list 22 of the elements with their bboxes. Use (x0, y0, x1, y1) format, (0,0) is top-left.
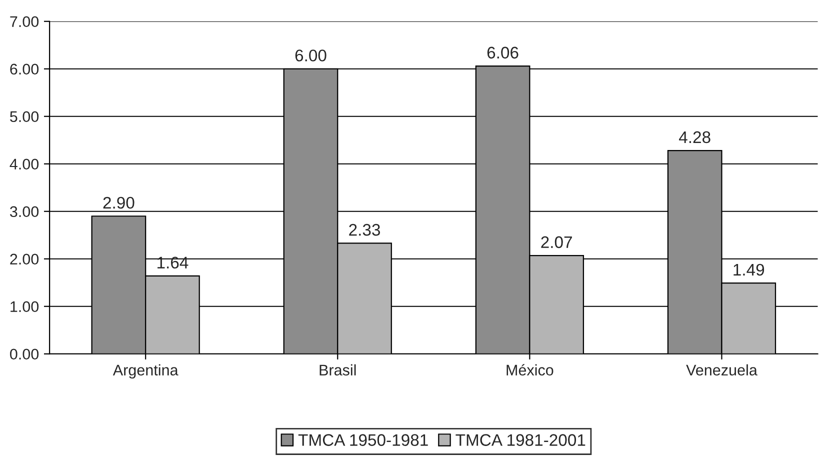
text: 4.28 (678, 131, 710, 144)
text: 2.90 (103, 196, 134, 209)
y-tick-label: 0.00 (10, 348, 39, 360)
text: 2.33 (349, 224, 380, 236)
x-tick-label: Argentina (112, 364, 178, 379)
text: 6.06 (487, 46, 518, 59)
y-tick-label: 5.00 (10, 111, 39, 122)
text: 1.49 (734, 264, 764, 276)
y-tick-label: 6.00 (10, 64, 39, 75)
legend-label: TMCA 1981-2001 (456, 434, 586, 446)
y-tick-label: 1.00 (10, 301, 39, 312)
text: 1.64 (158, 256, 188, 269)
legend-label: TMCA 1950-1981 (298, 434, 428, 446)
x-tick-label: Brasil (320, 364, 356, 376)
y-tick-label: 7.00 (10, 16, 39, 28)
x-tick-label: Venezuela (686, 364, 758, 376)
text: 6.00 (295, 50, 326, 62)
y-tick-label: 3.00 (10, 206, 39, 218)
text: 2.07 (541, 236, 572, 248)
y-tick-label: 2.00 (10, 254, 39, 265)
y-tick-label: 4.00 (10, 158, 39, 170)
x-tick-label: México (506, 364, 554, 376)
